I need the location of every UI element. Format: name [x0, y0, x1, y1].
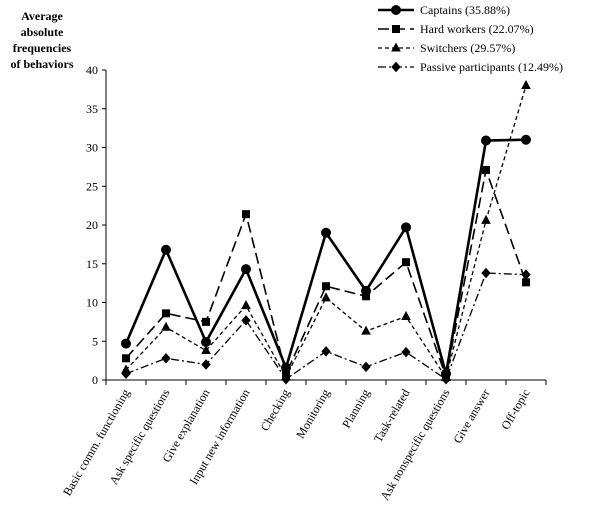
- x-tick-label: Give answer: [450, 386, 492, 445]
- legend-label: Passive participants (12.49%): [420, 60, 563, 74]
- x-tick-label: Task-related: [371, 387, 413, 445]
- data-point-circle: [121, 338, 131, 349]
- data-point-circle: [401, 222, 411, 233]
- data-point-triangle: [201, 344, 211, 355]
- series-layer: [121, 79, 531, 385]
- y-tick-label: 35: [86, 102, 98, 116]
- data-point-diamond: [281, 373, 291, 385]
- legend-marker: [392, 25, 400, 33]
- series-line: [125, 169, 527, 378]
- data-point-square: [162, 309, 170, 318]
- data-point-diamond: [161, 353, 171, 364]
- y-axis-label-line: Average: [21, 9, 63, 23]
- data-point-square: [522, 278, 530, 287]
- y-axis-label: Average absolute frequencies of behavior…: [11, 9, 74, 71]
- data-point-triangle: [481, 214, 491, 224]
- y-tick-label: 15: [86, 257, 98, 271]
- legend-entry: Hard workers (22.07%): [378, 22, 534, 36]
- data-point-diamond: [521, 269, 531, 280]
- data-point-triangle: [401, 310, 411, 320]
- data-point-diamond: [401, 346, 411, 358]
- data-point-circle: [521, 134, 531, 145]
- x-tick-label: Monitoring: [293, 387, 332, 441]
- data-point-diamond: [201, 359, 211, 370]
- legend-label: Hard workers (22.07%): [420, 22, 534, 36]
- y-tick-label: 40: [86, 63, 98, 77]
- data-point-diamond: [441, 373, 451, 385]
- data-point-square: [362, 292, 370, 301]
- data-point-triangle: [521, 79, 531, 89]
- legend-label: Captains (35.88%): [420, 3, 510, 17]
- legend-marker: [391, 5, 401, 15]
- data-point-square: [482, 165, 490, 174]
- legend: Captains (35.88%) Hard workers (22.07%) Sw…: [378, 3, 563, 74]
- data-point-square: [322, 282, 330, 291]
- series-line: [124, 138, 527, 376]
- legend-entry: Switchers (29.57%): [378, 41, 515, 55]
- data-point-square: [202, 317, 210, 326]
- y-tick-label: 20: [86, 218, 98, 232]
- data-point-triangle: [321, 292, 331, 302]
- y-tick-label: 5: [92, 334, 98, 348]
- data-point-circle: [481, 135, 491, 146]
- data-point-square: [402, 258, 410, 267]
- data-point-circle: [321, 227, 331, 238]
- legend-entry: Passive participants (12.49%): [378, 60, 563, 74]
- series-4: [121, 267, 531, 385]
- legend-label: Switchers (29.57%): [420, 41, 515, 55]
- y-axis-label-line: of behaviors: [11, 57, 74, 71]
- data-point-diamond: [321, 346, 331, 357]
- data-point-square: [122, 354, 130, 363]
- x-tick-label: Planning: [339, 387, 372, 431]
- legend-marker: [391, 42, 401, 52]
- legend-marker: [391, 61, 401, 73]
- y-axis-label-line: frequencies: [13, 41, 72, 55]
- data-point-diamond: [241, 315, 251, 326]
- data-point-triangle: [361, 325, 371, 335]
- y-tick-label: 0: [92, 373, 98, 387]
- x-tick-label: Checking: [257, 387, 292, 434]
- data-point-diamond: [481, 267, 491, 279]
- x-tick-label: Ask nonspecific questions: [377, 386, 452, 502]
- y-tick-label: 30: [86, 141, 98, 155]
- data-point-square: [242, 210, 250, 219]
- data-point-triangle: [241, 300, 251, 310]
- legend-entry: Captains (35.88%): [378, 3, 510, 17]
- x-tick-label: Off-topic: [498, 387, 532, 432]
- y-axis-label-line: absolute: [21, 25, 64, 39]
- data-point-triangle: [161, 321, 171, 331]
- series-1: [121, 134, 531, 379]
- data-point-circle: [161, 244, 171, 255]
- data-point-circle: [241, 264, 251, 275]
- data-point-diamond: [361, 361, 371, 373]
- data-point-diamond: [121, 368, 131, 380]
- y-tick-label: 25: [86, 179, 98, 193]
- y-tick-label: 10: [86, 296, 98, 310]
